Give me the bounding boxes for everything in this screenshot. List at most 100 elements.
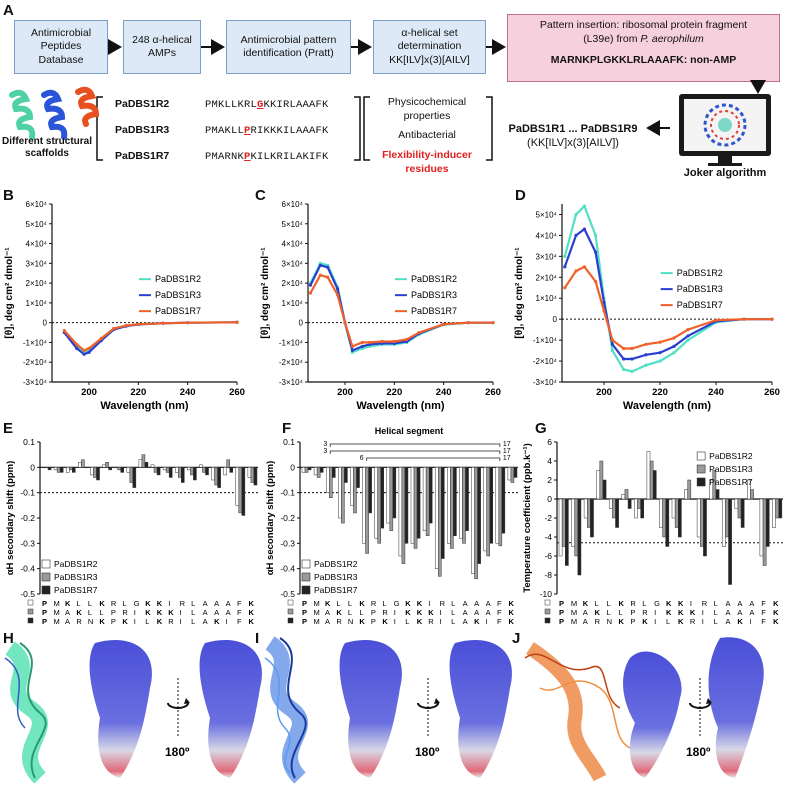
bar-PaDBS1R7 <box>193 467 197 481</box>
data-point <box>368 340 372 345</box>
bar-PaDBS1R2 <box>571 498 575 547</box>
bar-PaDBS1R7 <box>144 462 149 468</box>
seq-letter: R <box>595 617 601 626</box>
bar-PaDBS1R7 <box>577 498 582 576</box>
bar-PaDBS1R3 <box>498 467 503 547</box>
bar-PaDBS1R7 <box>778 498 783 519</box>
legend-swatch <box>301 585 311 595</box>
seq-letter: R <box>180 599 186 608</box>
prop-physicochemical: Physicochemical properties <box>387 96 467 122</box>
data-point <box>672 344 676 348</box>
data-point <box>318 273 322 277</box>
bar-PaDBS1R3 <box>450 467 454 549</box>
bar-PaDBS1R7 <box>740 498 745 528</box>
bar-PaDBS1R7 <box>72 467 76 473</box>
flow-box-helical-set: α-helical set determination KK[ILV]x(3)[… <box>373 20 486 74</box>
y-tick-label: 6 <box>547 437 552 447</box>
rotate-180-icon-h <box>167 678 190 738</box>
bar-PaDBS1R7 <box>652 470 657 500</box>
seq-r2: PMKLLKRLGKKIRLAAAFK <box>205 99 329 111</box>
helical-segment-bracket <box>329 450 501 454</box>
bar-PaDBS1R7 <box>416 467 421 539</box>
seq-letter: F <box>237 608 242 617</box>
panel-a-arrows <box>9 39 771 166</box>
bar-PaDBS1R2 <box>102 464 106 468</box>
bracket-right <box>486 96 493 161</box>
seq-letter: I <box>654 608 656 617</box>
cd-chart-b: 6×10⁴ 5×10⁴ 4×10⁴ 3×10⁴ 2×10⁴ 1×10⁴ 0 -1×10⁴ -2×… <box>4 200 245 412</box>
bar-PaDBS1R7 <box>319 467 324 473</box>
bar-PaDBS1R2 <box>223 467 227 476</box>
seq-letter: K <box>678 617 684 626</box>
bar-PaDBS1R3 <box>674 498 679 528</box>
x-tick-label: 200 <box>596 387 612 398</box>
pattern-insertion-box: Pattern insertion: ribosomal protein fra… <box>507 14 780 82</box>
bar-PaDBS1R7 <box>132 467 137 488</box>
seq-letter: L <box>191 608 195 617</box>
seq-key <box>287 608 294 615</box>
data-point <box>75 342 79 347</box>
seq-r7: PMARNKPKILKRILAKIFK <box>205 151 329 163</box>
seq-letter: I <box>486 617 488 626</box>
seq-letter: K <box>145 608 151 617</box>
bar-PaDBS1R7 <box>477 467 481 564</box>
data-point <box>594 279 598 284</box>
bar-PaDBS1R2 <box>659 498 663 528</box>
flow-box-helical-set-line1: α-helical set determination <box>397 27 462 53</box>
bar-PaDBS1R2 <box>583 498 588 519</box>
seq-letter: I <box>180 617 182 626</box>
seq-letter: G <box>134 599 140 608</box>
flow-box-database-text: Antimicrobial Peptides Database <box>30 27 92 66</box>
seq-name-r7: PaDBS1R7 <box>115 150 170 162</box>
seq-letter: A <box>463 608 468 617</box>
structure-i-ensemble <box>264 636 308 784</box>
data-point <box>380 339 384 344</box>
bar-PaDBS1R7 <box>205 467 209 476</box>
data-point <box>574 269 578 273</box>
data-point <box>630 346 634 351</box>
seq-key <box>287 617 294 624</box>
data-point <box>622 367 626 372</box>
seq-letter: L <box>359 608 363 617</box>
bar-PaDBS1R3 <box>413 467 418 549</box>
y-tick-label: 5×10⁴ <box>536 210 558 219</box>
seq-letter: P <box>559 608 564 617</box>
data-point <box>622 357 626 361</box>
bar-PaDBS1R3 <box>624 489 629 500</box>
seq-letter: I <box>134 608 136 617</box>
nmr-bar-charts: 0.1 0 -0.1 -0.2 -0.3 -0.4 -0.5 αH secondary shi… <box>5 426 783 626</box>
seq-letter: L <box>405 617 409 626</box>
bar-PaDBS1R3 <box>226 459 230 468</box>
y-tick-label: -1×10⁴ <box>279 338 304 347</box>
y-tick-label: -0.2 <box>20 513 35 523</box>
bar-PaDBS1R7 <box>465 467 469 531</box>
bar-PaDBS1R3 <box>129 467 134 483</box>
bar-PaDBS1R2 <box>350 467 354 506</box>
seq-letter: I <box>440 617 442 626</box>
y-tick-label: -0.1 <box>20 488 35 498</box>
seq-letter: K <box>249 608 255 617</box>
seq-letter: N <box>348 617 353 626</box>
flow-box-helical-set-line2: KK[ILV]x(3)[AILV] <box>389 53 470 66</box>
bar-PaDBS1R3 <box>438 467 442 577</box>
seq-letter: K <box>509 599 515 608</box>
bar-PaDBS1R2 <box>646 451 651 500</box>
bar-PaDBS1R2 <box>507 467 512 481</box>
y-tick-label: 0 <box>299 319 304 328</box>
scaffolds-label-line2: scaffolds <box>25 148 69 159</box>
legend-label: PaDBS1R3 <box>677 284 723 294</box>
bar-PaDBS1R2 <box>78 462 82 468</box>
data-point <box>563 265 567 269</box>
seq-letter: I <box>134 617 136 626</box>
bar-PaDBS1R2 <box>772 498 776 528</box>
x-axis-label: Wavelength (nm) <box>356 400 445 412</box>
bar-PaDBS1R3 <box>425 467 430 536</box>
bar-PaDBS1R7 <box>241 467 246 516</box>
bar-PaDBS1R7 <box>217 467 221 488</box>
data-point <box>644 353 648 357</box>
rotate-180-icon-j <box>689 678 712 738</box>
seq-letter: F <box>497 617 502 626</box>
bar-PaDBS1R2 <box>495 467 500 544</box>
helix-scaffold-green-icon <box>9 89 36 140</box>
surface-h-back <box>199 640 262 778</box>
